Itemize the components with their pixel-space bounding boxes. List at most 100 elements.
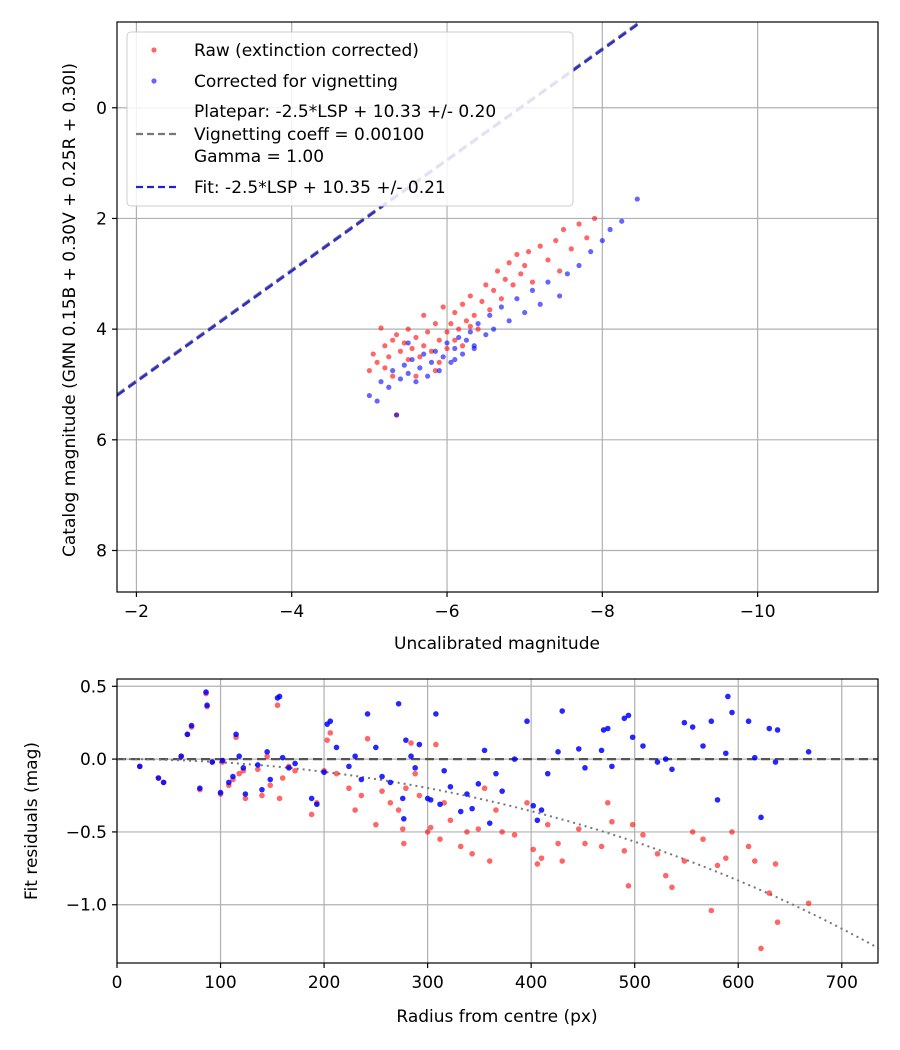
corrected-residual-point xyxy=(700,743,706,749)
corrected-point xyxy=(463,337,470,343)
x-tick-label: −2 xyxy=(124,602,149,622)
raw-residual-point xyxy=(772,861,779,867)
raw-point xyxy=(444,329,450,335)
corrected-residual-point xyxy=(364,711,371,717)
raw-point xyxy=(374,359,380,365)
corrected-point xyxy=(397,376,404,382)
raw-residual-point xyxy=(433,741,439,748)
raw-residual-point xyxy=(751,858,758,864)
raw-residual-point xyxy=(274,702,281,709)
corrected-residual-point xyxy=(681,719,688,726)
corrected-point xyxy=(506,318,512,324)
corrected-point xyxy=(456,334,462,341)
corrected-residual-point xyxy=(155,775,162,781)
top-data-points xyxy=(366,196,640,418)
corrected-residual-point xyxy=(279,754,286,761)
corrected-point xyxy=(405,340,411,346)
corrected-residual-point xyxy=(226,779,232,786)
legend-raw-marker xyxy=(151,47,157,53)
corrected-residual-point xyxy=(433,711,439,717)
corrected-point xyxy=(386,384,392,390)
raw-residual-point xyxy=(640,832,646,838)
raw-point xyxy=(413,373,419,379)
raw-point xyxy=(537,243,543,249)
raw-residual-point xyxy=(629,821,636,828)
raw-point xyxy=(390,337,396,343)
raw-point xyxy=(432,321,438,327)
raw-residual-point xyxy=(416,792,423,799)
corrected-residual-point xyxy=(464,791,470,797)
raw-point xyxy=(491,287,497,293)
raw-point xyxy=(405,326,411,332)
raw-residual-point xyxy=(308,811,315,818)
top-plot-frame xyxy=(116,21,879,593)
corrected-residual-point xyxy=(708,718,715,725)
y-tick-label: 6 xyxy=(96,431,107,451)
corrected-residual-point xyxy=(352,753,358,759)
raw-residual-point xyxy=(805,900,812,907)
raw-residual-point xyxy=(255,766,261,773)
y-tick-label: 0.5 xyxy=(80,677,107,697)
legend-box xyxy=(126,31,574,207)
corrected-residual-point xyxy=(751,754,758,761)
raw-residual-point xyxy=(464,829,470,835)
raw-point xyxy=(467,293,473,299)
raw-residual-point xyxy=(758,945,764,952)
corrected-residual-point xyxy=(598,747,605,754)
raw-point xyxy=(463,318,470,324)
corrected-residual-point xyxy=(600,727,607,733)
corrected-residual-point xyxy=(714,797,721,803)
x-tick-label: −6 xyxy=(434,602,459,622)
corrected-point xyxy=(467,329,473,335)
raw-point xyxy=(568,246,574,252)
bottom-y-ticks: 0.5 0.0 −0.5 −1.0 xyxy=(66,677,117,916)
raw-residual-point xyxy=(534,861,541,867)
raw-residual-point xyxy=(327,730,334,736)
raw-residual-point xyxy=(400,840,407,847)
corrected-residual-point xyxy=(379,773,385,780)
corrected-residual-point xyxy=(511,756,518,762)
y-tick-label: −1.0 xyxy=(66,896,107,916)
top-scatter-chart: −2 −4 −6 −8 −10 0 2 4 6 8 Uncalibrated magnitude… xyxy=(60,21,879,654)
corrected-point xyxy=(459,351,466,357)
raw-point xyxy=(514,251,520,258)
x-tick-label: −4 xyxy=(279,602,304,622)
bottom-plot-frame xyxy=(116,678,879,964)
x-tick-label: 300 xyxy=(411,973,443,993)
corrected-point xyxy=(440,354,446,360)
corrected-point xyxy=(483,332,489,338)
corrected-residual-point xyxy=(203,689,209,695)
raw-residual-point xyxy=(469,850,475,857)
corrected-point xyxy=(448,359,454,365)
raw-residual-point xyxy=(530,846,537,853)
raw-residual-point xyxy=(700,836,706,843)
raw-residual-point xyxy=(609,818,615,825)
corrected-residual-point xyxy=(481,747,488,754)
corrected-residual-point xyxy=(745,718,752,725)
corrected-residual-point xyxy=(723,750,729,757)
corrected-residual-point xyxy=(544,770,551,777)
raw-residual-point xyxy=(575,826,582,832)
corrected-residual-point xyxy=(555,749,561,755)
raw-point xyxy=(390,373,396,379)
raw-point xyxy=(529,279,536,285)
raw-point xyxy=(452,309,458,316)
raw-residual-point xyxy=(379,788,385,794)
corrected-residual-point xyxy=(575,746,582,752)
raw-residual-point xyxy=(555,840,561,847)
raw-residual-point xyxy=(324,737,330,743)
corrected-residual-point xyxy=(184,731,191,738)
corrected-residual-point xyxy=(197,785,203,792)
raw-point xyxy=(397,348,404,354)
corrected-point xyxy=(393,412,400,418)
top-y-axis-label: Catalog magnitude (GMN 0.15B + 0.30V + 0… xyxy=(60,63,80,557)
corrected-residual-point xyxy=(160,779,167,786)
corrected-residual-point xyxy=(475,781,482,787)
raw-point xyxy=(553,237,559,244)
top-x-ticks: −2 −4 −6 −8 −10 xyxy=(124,592,776,622)
raw-residual-point xyxy=(437,836,443,843)
raw-residual-point xyxy=(654,850,661,857)
y-tick-label: 0.0 xyxy=(80,750,107,770)
raw-residual-point xyxy=(544,821,551,828)
corrected-residual-point xyxy=(609,763,615,770)
